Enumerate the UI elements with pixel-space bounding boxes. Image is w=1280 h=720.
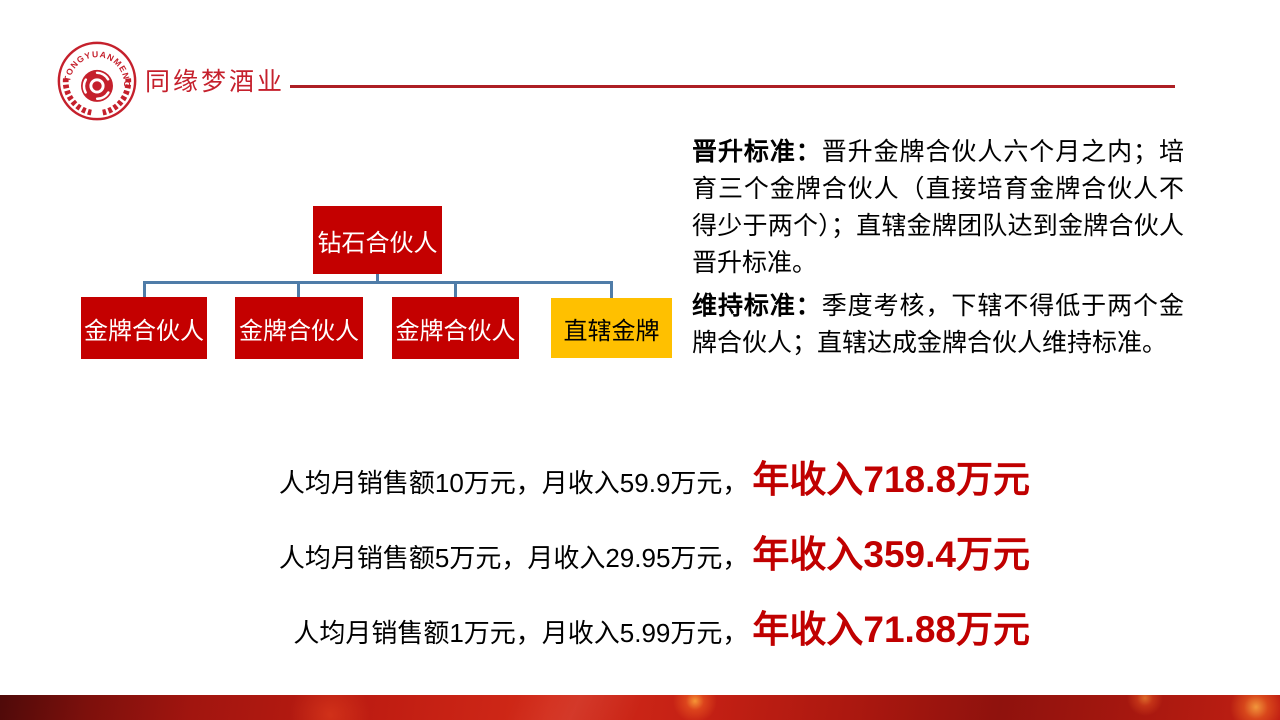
org-box-gold-partner-3: 金牌合伙人 (392, 297, 519, 359)
income-line-1-detail: 人均月销售额10万元，月收入59.9万元， (278, 468, 749, 498)
income-summary-block: 人均月销售额10万元，月收入59.9万元， 年收入718.8万元 人均月销售额5万… (0, 446, 1030, 671)
income-line-1-annual: 年收入718.8万元 (752, 459, 1030, 500)
org-box-gold-partner-2: 金牌合伙人 (235, 297, 363, 359)
income-line-1: 人均月销售额10万元，月收入59.9万元， 年收入718.8万元 (0, 446, 1030, 521)
income-line-3-detail: 人均月销售额1万元，月收入5.99万元， (293, 618, 749, 648)
promotion-standard-text: 晋升金牌合伙人六个月之内；培育三个金牌合伙人（直接培育金牌合伙人不得少于两个）；… (692, 138, 1184, 277)
connector-child-1 (143, 281, 146, 298)
income-line-3-annual: 年收入71.88万元 (752, 609, 1030, 650)
income-line-3: 人均月销售额1万元，月收入5.99万元， 年收入71.88万元 (0, 596, 1030, 671)
company-name: 同缘梦酒业 (145, 69, 286, 96)
header-divider (290, 85, 1175, 88)
connector-child-4 (610, 281, 613, 298)
connector-root-stem (376, 274, 379, 283)
promotion-standard-paragraph: 晋升标准：晋升金牌合伙人六个月之内；培育三个金牌合伙人（直接培育金牌合伙人不得少… (692, 134, 1184, 282)
income-line-2-detail: 人均月销售额5万元，月收入29.95万元， (278, 543, 749, 573)
maintenance-standard-paragraph: 维持标准：季度考核，下辖不得低于两个金牌合伙人；直辖达成金牌合伙人维持标准。 (692, 288, 1184, 362)
connector-child-3 (454, 281, 457, 298)
connector-horizontal (143, 281, 613, 284)
org-box-gold-partner-1: 金牌合伙人 (81, 297, 207, 359)
standards-text-block: 晋升标准：晋升金牌合伙人六个月之内；培育三个金牌合伙人（直接培育金牌合伙人不得少… (692, 134, 1184, 362)
income-line-2-annual: 年收入359.4万元 (752, 534, 1030, 575)
maintenance-standard-label: 维持标准： (692, 292, 822, 320)
footer-decorative-band (0, 695, 1280, 720)
connector-child-2 (297, 281, 300, 298)
org-box-diamond-partner: 钻石合伙人 (313, 206, 442, 274)
company-logo-icon: TONGYUANMENG (57, 41, 137, 121)
maintenance-standard-text: 季度考核，下辖不得低于两个金牌合伙人；直辖达成金牌合伙人维持标准。 (692, 292, 1184, 357)
income-line-2: 人均月销售额5万元，月收入29.95万元， 年收入359.4万元 (0, 521, 1030, 596)
promotion-standard-label: 晋升标准： (692, 138, 822, 166)
org-box-direct-gold: 直辖金牌 (551, 298, 672, 358)
